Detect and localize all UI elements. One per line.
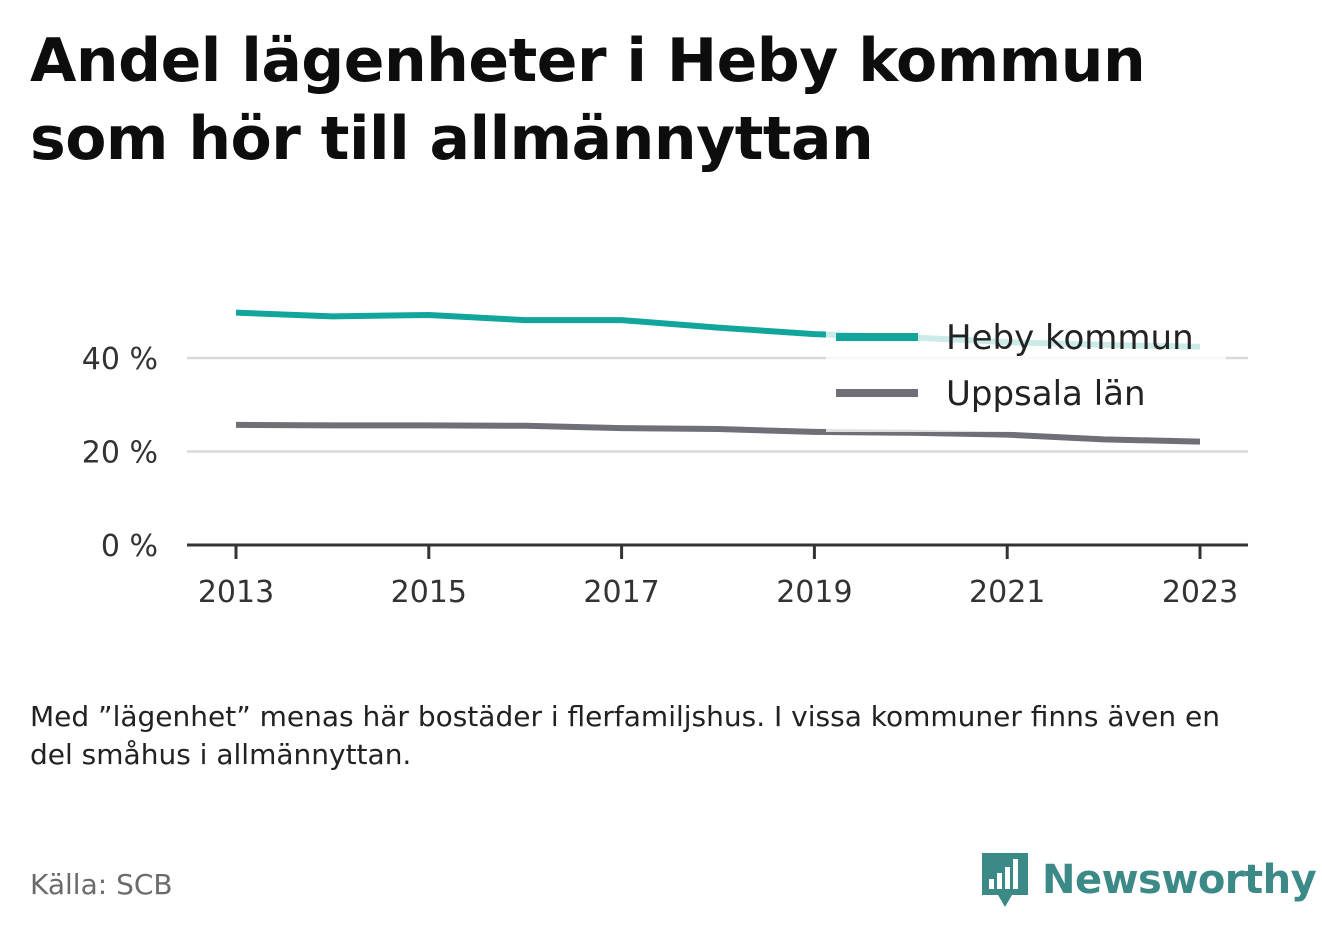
legend: Heby kommun Uppsala län xyxy=(826,312,1226,432)
x-tick-label: 2015 xyxy=(391,575,467,610)
x-tick-label: 2013 xyxy=(198,575,274,610)
x-axis: 2013 2015 2017 2019 2021 2023 xyxy=(187,543,1248,610)
brand-logo[interactable]: Newsworthy xyxy=(980,848,1317,912)
x-tick-label: 2019 xyxy=(776,575,852,610)
legend-label: Heby kommun xyxy=(946,318,1194,358)
legend-label: Uppsala län xyxy=(946,374,1146,414)
newsworthy-logo-icon xyxy=(982,853,1028,907)
y-tick-label: 40 % xyxy=(82,342,158,377)
y-axis-ticks: 0 % 20 % 40 % xyxy=(82,342,158,564)
y-tick-label: 20 % xyxy=(82,436,158,471)
y-tick-label: 0 % xyxy=(101,529,158,564)
x-tick-label: 2021 xyxy=(969,575,1045,610)
chart-note: Med ”lägenhet” menas här bostäder i fler… xyxy=(30,700,1220,771)
series-line xyxy=(235,421,1201,445)
x-tick-label: 2023 xyxy=(1162,575,1238,610)
source-label: Källa: SCB xyxy=(30,868,173,901)
legend-box xyxy=(826,312,1226,432)
brand-name: Newsworthy xyxy=(1042,857,1317,903)
x-tick-label: 2017 xyxy=(583,575,659,610)
chart-title: Andel lägenheter i Heby kommun som hör t… xyxy=(30,26,1146,174)
